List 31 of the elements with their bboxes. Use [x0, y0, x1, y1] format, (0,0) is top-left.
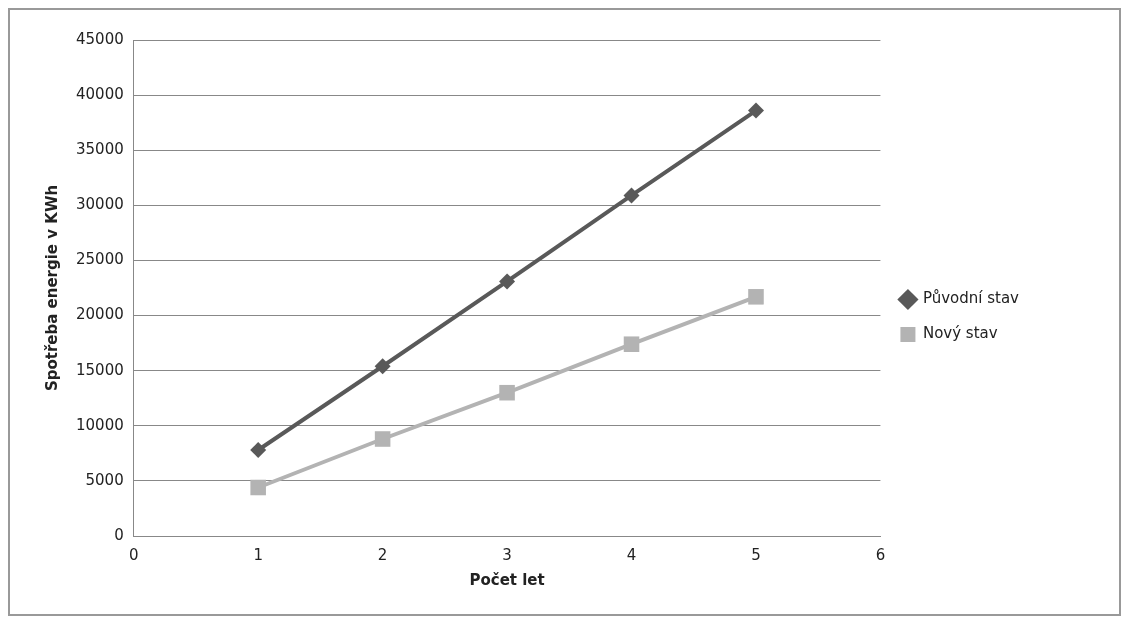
legend-label: Původní stav: [922, 289, 1020, 308]
x-tick-label: 5: [751, 545, 761, 564]
y-tick-label: 20000: [76, 305, 124, 324]
y-tick-label: 45000: [76, 29, 124, 48]
x-tick-label: 1: [253, 545, 263, 564]
y-tick-label: 25000: [76, 250, 124, 269]
y-tick-label: 40000: [76, 85, 124, 103]
x-tick-label: 6: [875, 545, 886, 564]
y-tick-label: 0: [114, 525, 124, 544]
y-tick-label: 5000: [85, 470, 124, 489]
legend-label: Nový stav: [922, 324, 998, 343]
x-axis-title: Počet let: [469, 570, 545, 589]
point: [747, 102, 764, 119]
x-tick-label: 0: [128, 545, 139, 564]
point: [623, 187, 640, 204]
point: [250, 442, 267, 459]
y-axis-title: Spotřeba energie v KWh: [42, 184, 61, 392]
y-tick-label: 10000: [76, 415, 124, 434]
x-tick-label: 4: [626, 545, 637, 564]
y-tick-label: 30000: [76, 195, 124, 214]
point: [499, 273, 516, 290]
x-tick-label: 3: [502, 545, 512, 564]
point: [623, 336, 640, 352]
point: [748, 289, 764, 305]
point: [374, 431, 391, 447]
x-tick-label: 2: [377, 545, 388, 564]
point: [499, 384, 515, 401]
point: [250, 479, 266, 496]
y-tick-label: 15000: [76, 360, 124, 379]
point: [374, 358, 391, 375]
y-tick-label: 35000: [76, 140, 124, 159]
